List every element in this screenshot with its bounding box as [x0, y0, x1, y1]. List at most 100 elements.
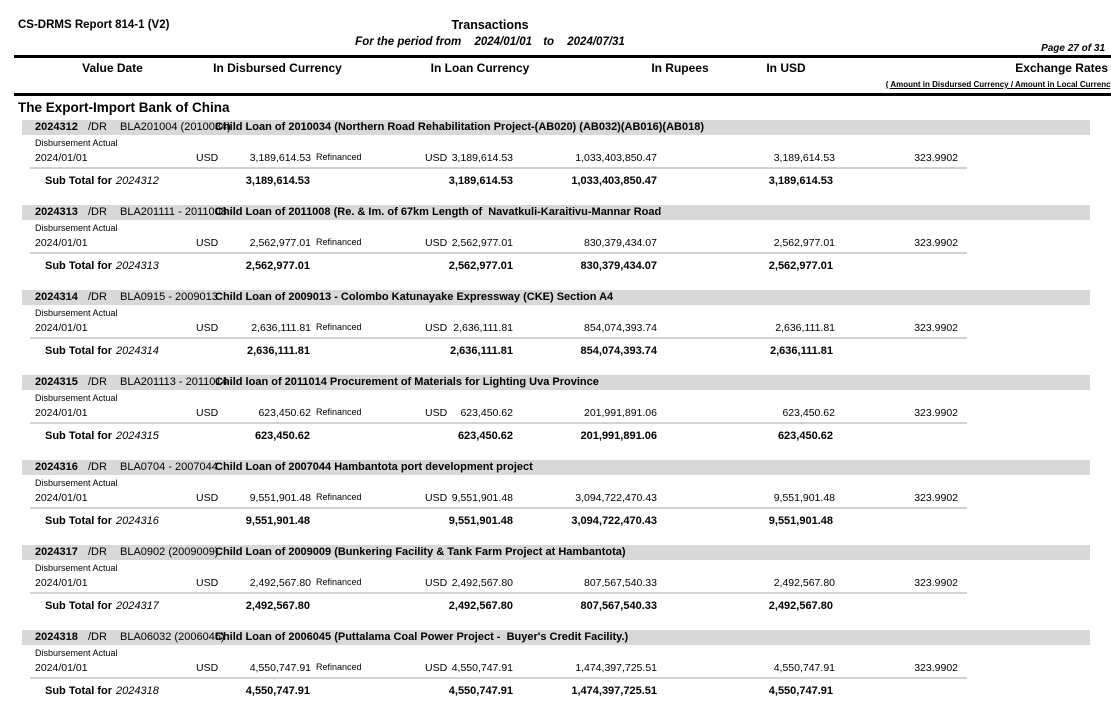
subtotal-label: Sub Total for 2024314 [45, 345, 159, 357]
subtotal-disbursed-amount: 2,492,567.80 [245, 600, 310, 612]
subtotal-disbursed-amount: 2,636,111.81 [246, 345, 310, 357]
group-loan-title: Child Loan of 2009009 (Bunkering Facilit… [215, 546, 626, 558]
transaction-row: 2024/01/01 USD 3,189,614.53 Refinanced U… [0, 152, 1111, 165]
subtotal-row: Sub Total for 2024315 623,450.62 623,450.… [0, 430, 1111, 444]
group-loan-title: Child Loan of 2007044 Hambantota port de… [215, 461, 533, 473]
value-date: 2024/01/01 [35, 407, 88, 419]
subtotal-label: Sub Total for 2024313 [45, 260, 159, 272]
refinanced-note: Refinanced [316, 492, 362, 502]
subtotal-group-id: 2024314 [116, 345, 159, 357]
subtotal-label-text: Sub Total for [45, 600, 113, 612]
subtotal-usd-amount: 623,450.62 [777, 430, 833, 442]
value-date: 2024/01/01 [35, 322, 88, 334]
report-title: Transactions [451, 18, 529, 32]
subtotal-rupees-amount: 830,379,434.07 [580, 260, 657, 272]
subtotal-usd-amount: 3,189,614.53 [768, 175, 833, 187]
transaction-group: 2024315 /DR BLA201113 - 2011014 Child lo… [0, 375, 1111, 460]
subtotal-rupees-amount: 1,474,397,725.51 [571, 685, 657, 697]
group-loan-title: Child Loan of 2010034 (Northern Road Reh… [215, 121, 704, 133]
refinanced-note: Refinanced [316, 152, 362, 162]
column-header-loan-currency: In Loan Currency [430, 61, 530, 75]
transaction-row: 2024/01/01 USD 2,562,977.01 Refinanced U… [0, 237, 1111, 250]
transaction-row: 2024/01/01 USD 623,450.62 Refinanced USD… [0, 407, 1111, 420]
usd-amount: 623,450.62 [782, 407, 835, 419]
group-id: 2024317 [35, 546, 78, 558]
row-separator [30, 167, 967, 169]
loan-currency-amount: 4,550,747.91 [451, 662, 513, 674]
period-to-label: to [543, 36, 555, 48]
loan-currency-amount: 2,562,977.01 [451, 237, 513, 249]
usd-amount: 3,189,614.53 [773, 152, 835, 164]
exchange-rate: 323.9902 [914, 322, 958, 334]
transaction-row: 2024/01/01 USD 2,492,567.80 Refinanced U… [0, 577, 1111, 590]
column-header-usd: In USD [766, 61, 806, 75]
subtotal-usd-amount: 2,492,567.80 [768, 600, 833, 612]
subtotal-usd-amount: 2,636,111.81 [769, 345, 833, 357]
subtotal-rupees-amount: 3,094,722,470.43 [571, 515, 657, 527]
exchange-rate: 323.9902 [914, 407, 958, 419]
header-bottom-rule [14, 93, 1111, 96]
loan-currency-code: USD [425, 577, 448, 589]
subtotal-group-id: 2024318 [116, 685, 159, 697]
group-id: 2024313 [35, 206, 78, 218]
disbursed-amount: 4,550,747.91 [249, 662, 311, 674]
refinanced-note: Refinanced [316, 577, 362, 587]
period-prefix: For the period from [355, 36, 462, 48]
rupees-amount: 3,094,722,470.43 [575, 492, 657, 504]
exchange-rate: 323.9902 [914, 237, 958, 249]
group-loan-title: Child Loan of 2009013 - Colombo Katunaya… [215, 291, 614, 303]
disbursed-currency-code: USD [196, 407, 219, 419]
rupees-amount: 1,474,397,725.51 [575, 662, 657, 674]
group-header-bar: 2024313 /DR BLA201111 - 2011008 Child Lo… [22, 205, 1090, 220]
loan-currency-amount: 623,450.62 [460, 407, 513, 419]
disbursed-currency-code: USD [196, 237, 219, 249]
refinanced-note: Refinanced [316, 662, 362, 672]
rupees-amount: 807,567,540.33 [584, 577, 657, 589]
subtotal-row: Sub Total for 2024318 4,550,747.91 4,550,… [0, 685, 1111, 699]
group-header-bar: 2024314 /DR BLA0915 - 2009013 Child Loan… [22, 290, 1090, 305]
transaction-type-label: Disbursement Actual [35, 223, 118, 233]
subtotal-rupees-amount: 201,991,891.06 [580, 430, 657, 442]
row-separator [30, 422, 967, 424]
subtotal-row: Sub Total for 2024312 3,189,614.53 3,189,… [0, 175, 1111, 189]
transaction-type-label: Disbursement Actual [35, 308, 118, 318]
transaction-group: 2024314 /DR BLA0915 - 2009013 Child Loan… [0, 290, 1111, 375]
group-id: 2024316 [35, 461, 78, 473]
value-date: 2024/01/01 [35, 662, 88, 674]
subtotal-row: Sub Total for 2024317 2,492,567.80 2,492,… [0, 600, 1111, 614]
exchange-rates-note: ( Amount in Disdursed Currency / Amount … [885, 80, 1111, 89]
group-loan-code: BLA0704 - 2007044 [120, 461, 218, 473]
subtotal-group-id: 2024313 [116, 260, 159, 272]
transaction-group: 2024318 /DR BLA06032 (2006045) Child Loa… [0, 630, 1111, 715]
subtotal-disbursed-amount: 2,562,977.01 [245, 260, 310, 272]
page-number: Page 27 of 31 [1041, 43, 1105, 54]
group-loan-code: BLA06032 (2006045) [120, 631, 225, 643]
subtotal-disbursed-amount: 623,450.62 [254, 430, 310, 442]
transaction-row: 2024/01/01 USD 9,551,901.48 Refinanced U… [0, 492, 1111, 505]
subtotal-label: Sub Total for 2024317 [45, 600, 159, 612]
transaction-type-label: Disbursement Actual [35, 563, 118, 573]
group-loan-title: Child loan of 2011014 Procurement of Mat… [215, 376, 599, 388]
refinanced-note: Refinanced [316, 407, 362, 417]
transaction-type-label: Disbursement Actual [35, 393, 118, 403]
row-separator [30, 507, 967, 509]
subtotal-label: Sub Total for 2024318 [45, 685, 159, 697]
group-id: 2024318 [35, 631, 78, 643]
subtotal-disbursed-amount: 4,550,747.91 [245, 685, 310, 697]
group-loan-title: Child Loan of 2011008 (Re. & Im. of 67km… [215, 206, 662, 218]
group-loan-code: BLA201004 (2010034) [120, 121, 231, 133]
report-period: For the period from 2024/01/01 to 2024/0… [0, 36, 980, 48]
subtotal-group-id: 2024316 [116, 515, 159, 527]
group-loan-title: Child Loan of 2006045 (Puttalama Coal Po… [215, 631, 629, 643]
value-date: 2024/01/01 [35, 577, 88, 589]
loan-currency-code: USD [425, 492, 448, 504]
subtotal-group-id: 2024315 [116, 430, 159, 442]
exchange-rate: 323.9902 [914, 577, 958, 589]
group-loan-code: BLA201113 - 2011014 [120, 376, 228, 388]
subtotal-loan-amount: 623,450.62 [457, 430, 513, 442]
exchange-rate: 323.9902 [914, 152, 958, 164]
rupees-amount: 1,033,403,850.47 [575, 152, 657, 164]
column-header-disbursed-currency: In Disbursed Currency [213, 61, 342, 75]
exchange-rate: 323.9902 [914, 492, 958, 504]
